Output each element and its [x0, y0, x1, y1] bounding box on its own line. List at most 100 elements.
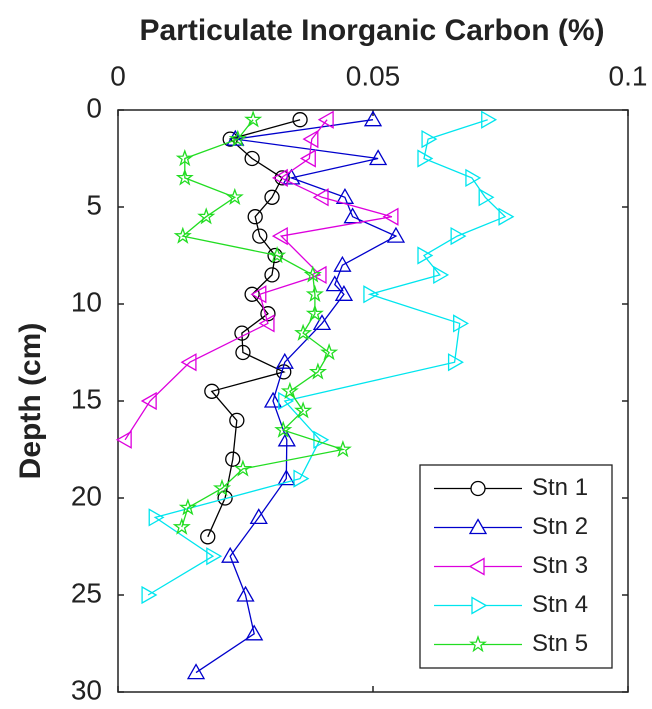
- data-point: [447, 353, 464, 372]
- data-point: [303, 265, 322, 283]
- data-point: [264, 267, 280, 283]
- data-point: [180, 353, 197, 372]
- data-point: [302, 129, 319, 149]
- y-tick-label: 10: [71, 286, 102, 317]
- y-axis-label: Depth (cm): [14, 323, 47, 480]
- data-point: [236, 585, 255, 602]
- data-point: [225, 187, 244, 206]
- data-point: [141, 585, 158, 605]
- data-point: [275, 352, 294, 369]
- legend-marker: [470, 480, 486, 497]
- series-line: [147, 119, 507, 596]
- data-point: [334, 284, 354, 301]
- data-point: [244, 110, 263, 128]
- data-point: [305, 284, 324, 303]
- data-point: [197, 207, 216, 225]
- data-point: [313, 430, 330, 449]
- data-point: [264, 189, 280, 205]
- chart-title: Particulate Inorganic Carbon (%): [139, 14, 604, 47]
- y-tick-label: 30: [71, 674, 102, 705]
- data-point: [363, 110, 383, 127]
- data-point: [258, 314, 275, 333]
- data-point: [271, 168, 288, 188]
- data-point: [228, 129, 247, 147]
- data-point: [212, 478, 232, 497]
- data-point: [140, 391, 157, 411]
- legend-label: Stn 1: [532, 474, 588, 501]
- data-point: [225, 451, 241, 467]
- y-tick-label: 5: [86, 189, 102, 220]
- data-point: [277, 469, 296, 486]
- data-point: [268, 245, 287, 264]
- legend-label: Stn 5: [532, 630, 588, 657]
- data-point: [312, 314, 332, 331]
- data-point: [481, 110, 498, 129]
- data-point: [333, 440, 352, 458]
- data-point: [478, 188, 495, 207]
- data-point: [280, 381, 299, 400]
- legend: Stn 1 Stn 2 Stn 3 Stn 4 Stn 5: [419, 464, 613, 669]
- data-point: [421, 129, 438, 149]
- y-tick-label: 0: [86, 92, 102, 123]
- legend-label: Stn 2: [532, 513, 588, 540]
- x-tick-label: 0.1: [609, 60, 648, 91]
- data-point: [308, 362, 328, 380]
- data-point: [200, 529, 216, 545]
- x-tick-label: 0: [110, 60, 126, 91]
- legend-marker: [469, 635, 487, 653]
- data-point: [333, 255, 352, 272]
- data-point: [465, 168, 482, 188]
- data-point: [317, 110, 334, 129]
- data-point: [453, 314, 470, 333]
- data-point: [277, 430, 296, 447]
- y-tick-label: 15: [71, 383, 102, 414]
- data-point: [175, 168, 194, 186]
- data-point: [221, 546, 240, 563]
- x-tick-label: 0.05: [346, 60, 401, 91]
- data-point: [363, 285, 380, 304]
- data-point: [292, 112, 308, 128]
- data-point: [263, 391, 283, 408]
- legend-marker: [471, 596, 488, 615]
- data-point: [115, 430, 132, 449]
- data-point: [172, 517, 191, 535]
- data-point: [204, 383, 220, 399]
- data-point: [310, 265, 327, 285]
- data-point: [235, 344, 251, 361]
- data-point: [229, 412, 245, 429]
- data-point: [433, 265, 450, 285]
- data-point: [247, 209, 263, 225]
- data-point: [206, 547, 223, 566]
- data-point: [249, 508, 268, 525]
- legend-marker: [468, 518, 488, 535]
- data-point: [368, 149, 388, 166]
- data-point: [450, 226, 467, 246]
- y-tick-label: 25: [71, 577, 102, 608]
- data-point: [244, 150, 260, 167]
- data-point: [417, 246, 434, 265]
- data-point: [293, 469, 310, 488]
- data-point: [175, 149, 194, 167]
- data-point: [382, 207, 399, 226]
- legend-marker: [468, 557, 485, 576]
- data-point: [312, 188, 329, 207]
- data-point: [386, 226, 406, 243]
- data-point: [498, 207, 515, 226]
- legend-label: Stn 4: [532, 591, 588, 618]
- data-point: [299, 149, 316, 168]
- data-point: [274, 420, 293, 438]
- data-point: [186, 663, 206, 680]
- data-point: [274, 170, 290, 186]
- data-point: [148, 508, 165, 527]
- data-point: [173, 226, 192, 244]
- data-point: [294, 401, 313, 419]
- data-point: [325, 275, 344, 292]
- data-point: [335, 187, 355, 204]
- data-point: [305, 304, 324, 322]
- series-line: [124, 119, 393, 441]
- data-point: [417, 149, 434, 168]
- series-line: [195, 119, 398, 674]
- data-point: [252, 228, 268, 244]
- data-point: [233, 459, 253, 477]
